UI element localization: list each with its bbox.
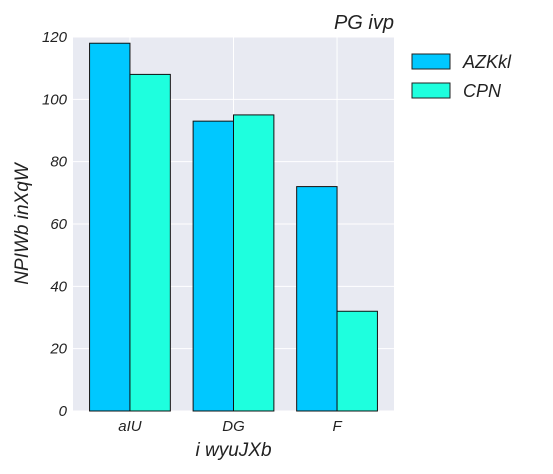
legend: AZKkl CPN <box>411 52 512 101</box>
bar-cpn-f <box>336 310 378 412</box>
y-tick-label: 60 <box>50 216 67 233</box>
legend-swatch-cpn <box>411 82 451 99</box>
y-tick-label: 20 <box>49 341 67 358</box>
x-tick-label: DG <box>222 418 245 435</box>
y-tick-label: 40 <box>50 278 67 295</box>
x-tick-label: aIU <box>118 418 142 435</box>
x-tick-label: F <box>332 418 342 435</box>
bar-cpn-aiu <box>129 73 171 412</box>
y-tick-labels: 0 20 40 60 80 100 120 <box>42 29 68 420</box>
bar-azkkl-aiu <box>89 42 131 412</box>
legend-label-azkkl: AZKkl <box>462 52 512 72</box>
chart-title: PG ivp <box>334 12 394 34</box>
legend-swatch-azkkl <box>411 53 451 70</box>
x-axis-label: i wyuJXb <box>195 440 271 461</box>
x-tick-labels: aIU DG F <box>118 418 342 435</box>
y-tick-label: 120 <box>42 29 68 46</box>
bar-cpn-dg <box>233 114 275 412</box>
bar-azkkl-f <box>296 186 338 412</box>
y-axis-label: NPIWb inXqW <box>12 161 33 284</box>
legend-label-cpn: CPN <box>463 81 502 101</box>
y-tick-label: 100 <box>42 91 68 108</box>
bars <box>89 42 378 412</box>
bar-azkkl-dg <box>192 120 235 412</box>
y-tick-label: 0 <box>59 403 68 420</box>
y-tick-label: 80 <box>50 154 67 171</box>
